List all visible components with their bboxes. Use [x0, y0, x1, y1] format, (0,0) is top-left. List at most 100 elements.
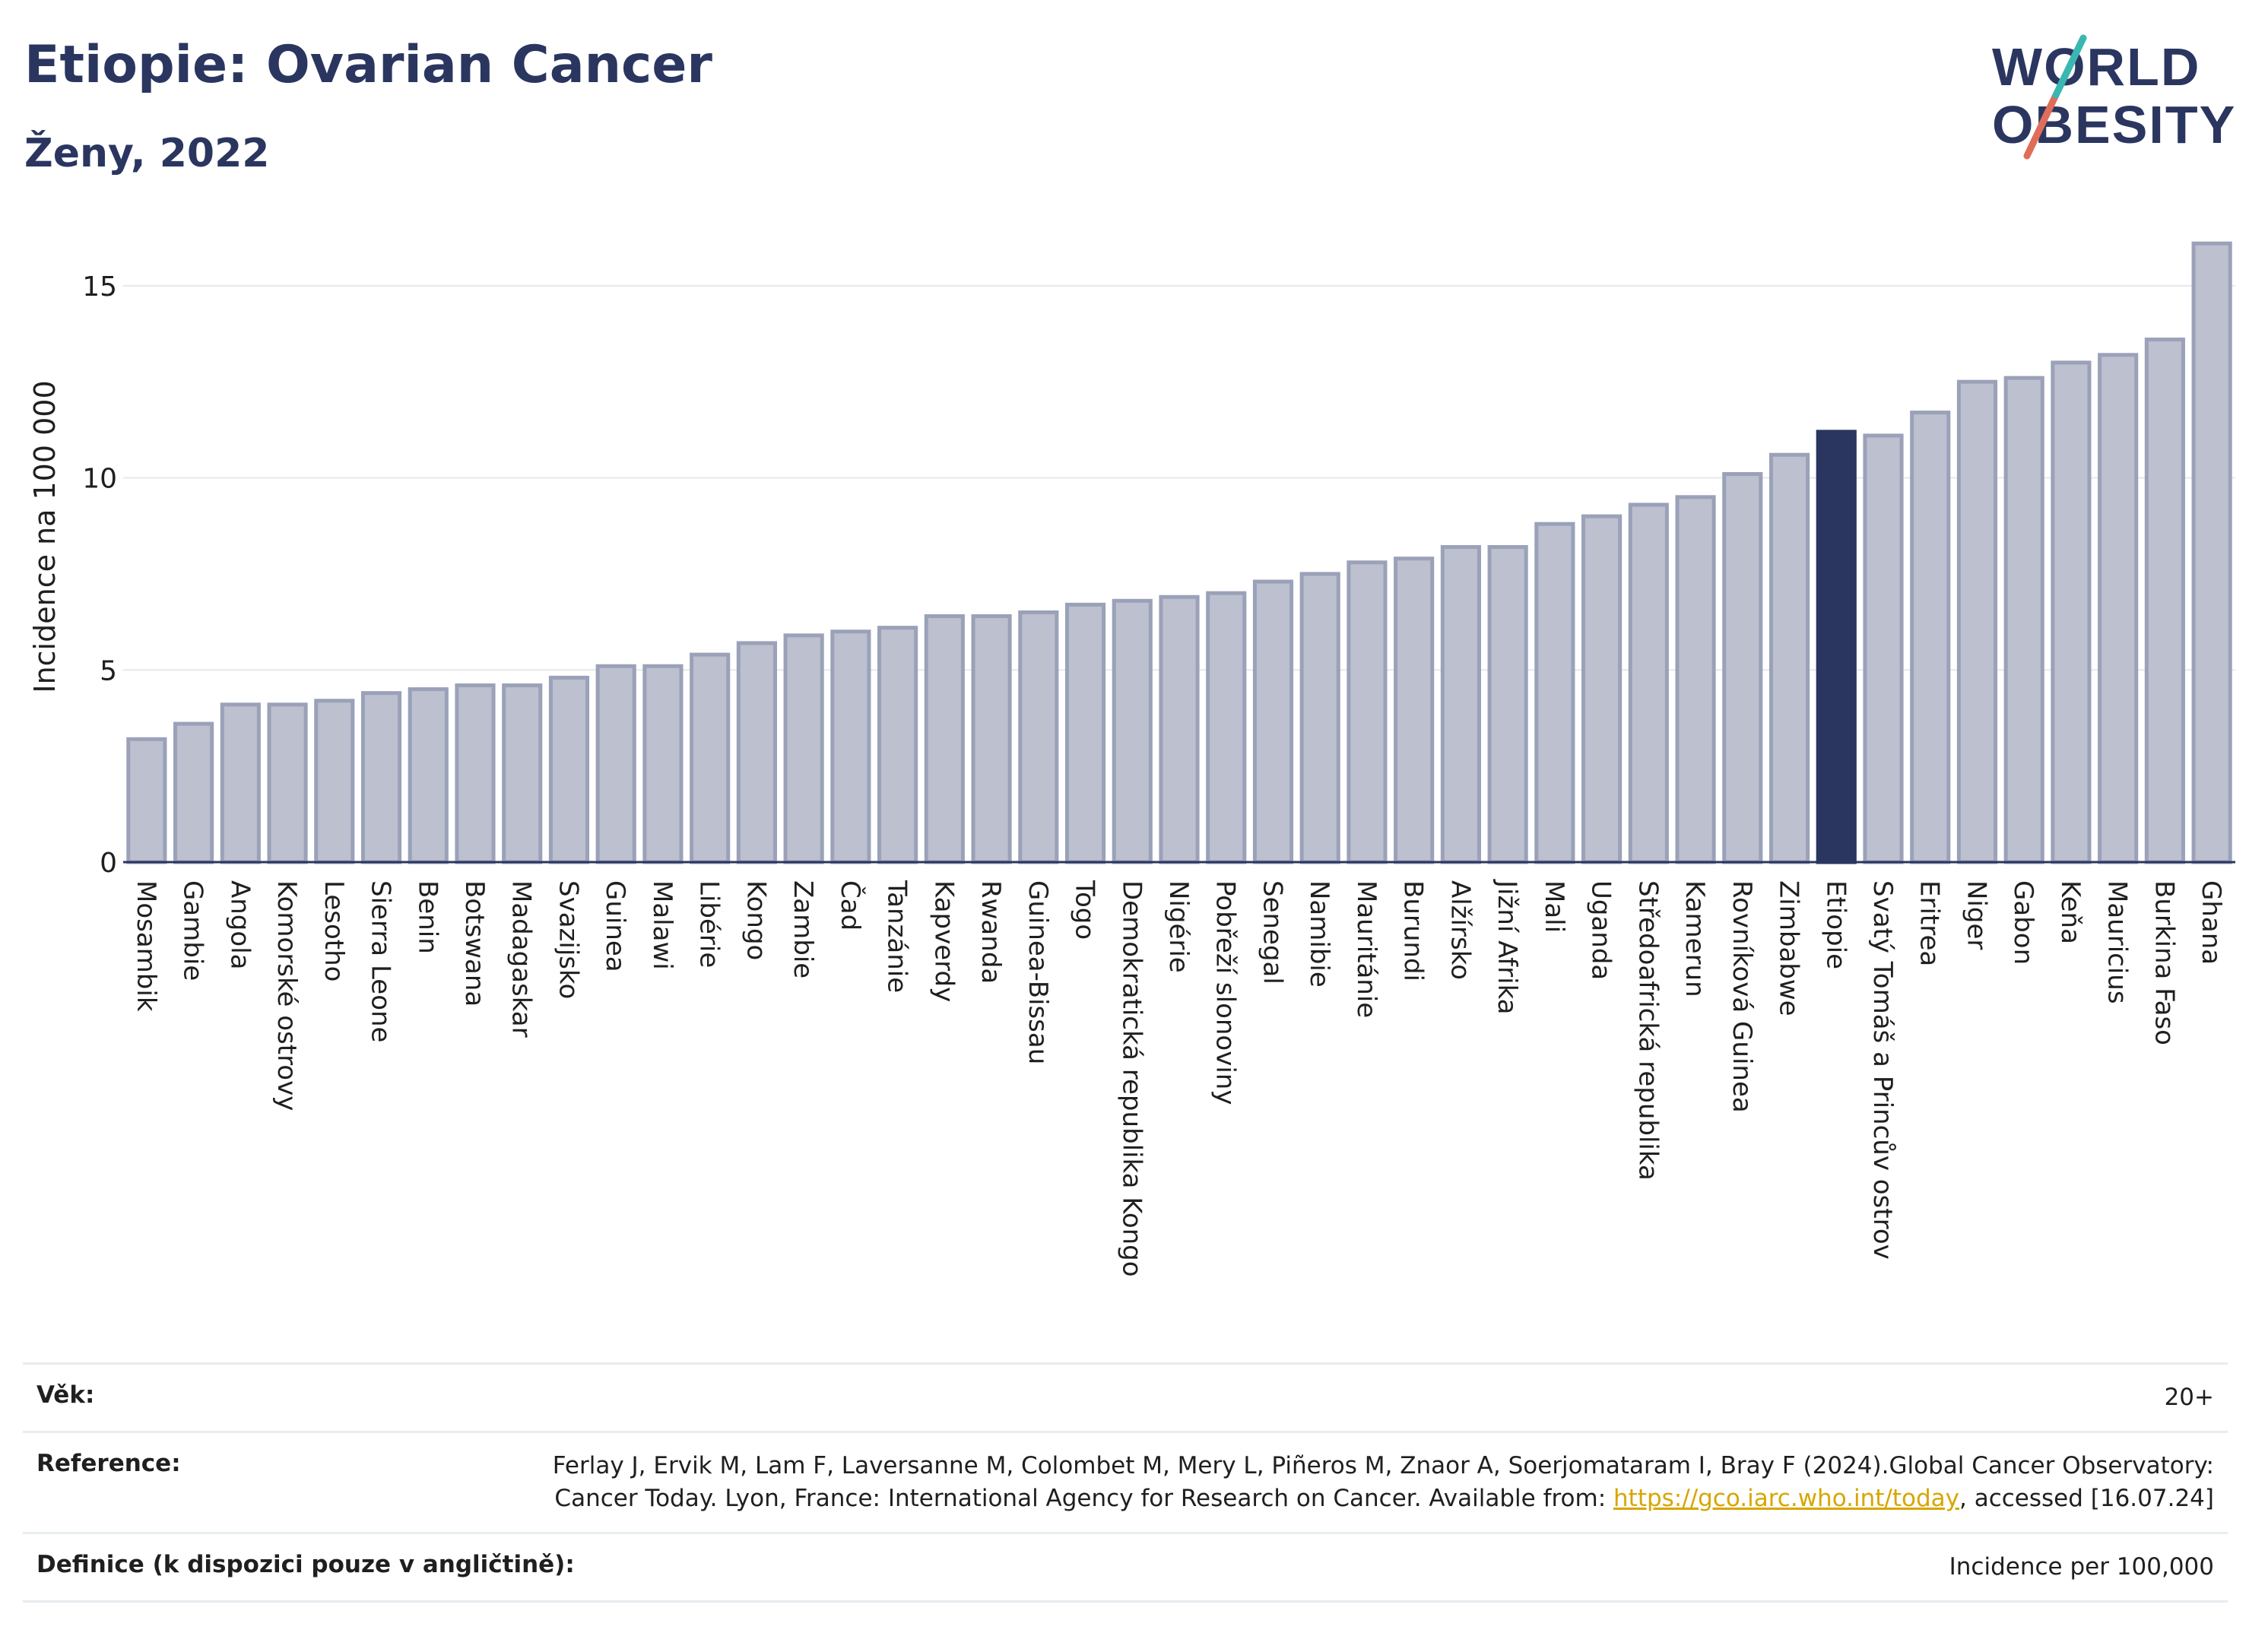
x-tick-label: Demokratická republika Kongo — [1116, 880, 1147, 1277]
bar — [1910, 411, 1951, 864]
bar — [1722, 471, 1763, 864]
y-tick-label: 0 — [100, 848, 117, 879]
bar — [1863, 433, 1904, 864]
x-tick-label: Pobřeží slonoviny — [1210, 880, 1241, 1105]
x-tick-label: Gabon — [2008, 880, 2038, 965]
x-tick-label: Středoafrická republika — [1632, 880, 1663, 1181]
bar — [1252, 579, 1294, 864]
x-tick-label: Togo — [1070, 880, 1100, 940]
bar — [877, 626, 918, 864]
bar — [1159, 595, 1200, 864]
bar — [971, 614, 1012, 864]
x-tick-label: Angola — [224, 880, 255, 969]
reference-text: Ferlay J, Ervik M, Lam F, Laversanne M, … — [552, 1452, 2214, 1512]
x-tick-label: Rwanda — [975, 880, 1006, 984]
x-tick-label: Niger — [1961, 880, 1991, 950]
chart-subtitle: Ženy, 2022 — [24, 131, 270, 176]
x-tick-label: Libérie — [694, 880, 725, 968]
x-tick-label: Senegal — [1257, 880, 1287, 985]
age-value: 20+ — [2164, 1384, 2214, 1411]
x-tick-label: Jižní Afrika — [1492, 879, 1522, 1015]
x-tick-label: Komorské ostrovy — [271, 880, 302, 1111]
bar — [1018, 610, 1059, 864]
x-tick-label: Alžírsko — [1445, 880, 1475, 980]
x-tick-label: Svatý Tomáš a Princův ostrov — [1867, 880, 1898, 1260]
age-label: Věk: — [36, 1381, 95, 1409]
bar — [1581, 514, 1623, 864]
bar — [1816, 430, 1857, 864]
x-tick-label: Malawi — [647, 880, 677, 970]
bar — [1487, 545, 1528, 864]
x-tick-label: Etiopie — [1820, 880, 1851, 969]
x-tick-label: Kamerun — [1680, 880, 1710, 997]
bar — [548, 675, 590, 864]
x-tick-label: Uganda — [1586, 880, 1616, 980]
bar — [1394, 556, 1435, 864]
bar — [314, 699, 355, 864]
x-tick-label: Kapverdy — [928, 880, 959, 1002]
bar — [595, 664, 636, 864]
bar — [455, 683, 496, 864]
bar — [736, 641, 777, 864]
x-tick-label: Burkina Faso — [2149, 880, 2179, 1045]
bar — [267, 702, 308, 864]
x-tick-label: Nigérie — [1163, 880, 1194, 973]
bar — [502, 683, 543, 864]
x-tick-label: Zimbabwe — [1774, 880, 1804, 1016]
info-row-definition: Definice (k dispozici pouze v angličtině… — [23, 1532, 2228, 1603]
bar — [1064, 602, 1106, 864]
x-tick-label: Guinea-Bissau — [1023, 880, 1053, 1064]
bar — [783, 633, 824, 864]
info-table: Věk: 20+ Reference: Ferlay J, Ervik M, L… — [23, 1362, 2228, 1603]
x-tick-label: Burundi — [1398, 880, 1429, 981]
x-tick-label: Ghana — [2196, 880, 2226, 965]
reference-link[interactable]: https://gco.iarc.who.int/today — [1613, 1485, 1959, 1512]
bar — [2003, 376, 2044, 864]
definition-label: Definice (k dispozici pouze v angličtině… — [36, 1551, 575, 1578]
bar — [408, 687, 449, 864]
reference-value: Ferlay J, Ervik M, Lam F, Laversanne M, … — [541, 1450, 2214, 1515]
x-tick-label: Lesotho — [319, 880, 349, 981]
bar — [690, 652, 731, 864]
bar — [1628, 503, 1669, 864]
x-tick-label: Tanzánie — [882, 880, 912, 993]
x-tick-label: Kongo — [741, 880, 771, 960]
x-tick-label: Mosambik — [131, 880, 161, 1012]
bar — [1440, 545, 1481, 864]
x-tick-label: Guinea — [600, 880, 630, 972]
reference-label: Reference: — [36, 1450, 181, 1477]
svg-text:WORLD: WORLD — [1992, 37, 2200, 97]
y-tick-label: 5 — [100, 655, 117, 686]
x-tick-label: Svazijsko — [553, 880, 583, 999]
bar — [2144, 338, 2185, 864]
y-tick-label: 15 — [82, 271, 117, 303]
bar — [2051, 360, 2092, 864]
reference-accessed: , accessed [16.07.24] — [1959, 1485, 2214, 1512]
bar — [1675, 495, 1716, 864]
x-tick-label: Madagaskar — [506, 880, 537, 1038]
y-tick-label: 10 — [82, 464, 117, 495]
world-obesity-logo: WORLD OBESITY — [1992, 34, 2235, 160]
x-tick-label: Eritrea — [1914, 880, 1945, 966]
info-row-reference: Reference: Ferlay J, Ervik M, Lam F, Lav… — [23, 1431, 2228, 1532]
bar — [924, 614, 965, 864]
axes: 0 5 10 15 Mosambik Gambie Angola Komorské ostro… — [82, 271, 2235, 1277]
x-tick-label: Zambie — [788, 880, 818, 978]
x-tick-label: Mali — [1539, 880, 1569, 933]
x-tick-label: Sierra Leone — [366, 880, 396, 1042]
bar — [1956, 379, 1998, 864]
bar — [1112, 598, 1153, 864]
x-tick-label: Rovníková Guinea — [1727, 880, 1757, 1113]
bar — [173, 721, 214, 864]
bar — [1347, 560, 1388, 864]
bar — [1206, 591, 1247, 864]
x-tick-label: Čad — [835, 880, 866, 931]
x-tick-label: Keňa — [2055, 880, 2086, 944]
bar — [220, 702, 261, 864]
x-tick-label: Namibie — [1304, 880, 1334, 988]
bar — [1534, 522, 1575, 864]
x-tick-label: Mauritánie — [1351, 880, 1381, 1018]
x-tick-label: Gambie — [178, 880, 208, 981]
chart-title: Etiopie: Ovarian Cancer — [24, 35, 712, 95]
y-axis-label: Incidence na 100 000 — [28, 380, 62, 693]
